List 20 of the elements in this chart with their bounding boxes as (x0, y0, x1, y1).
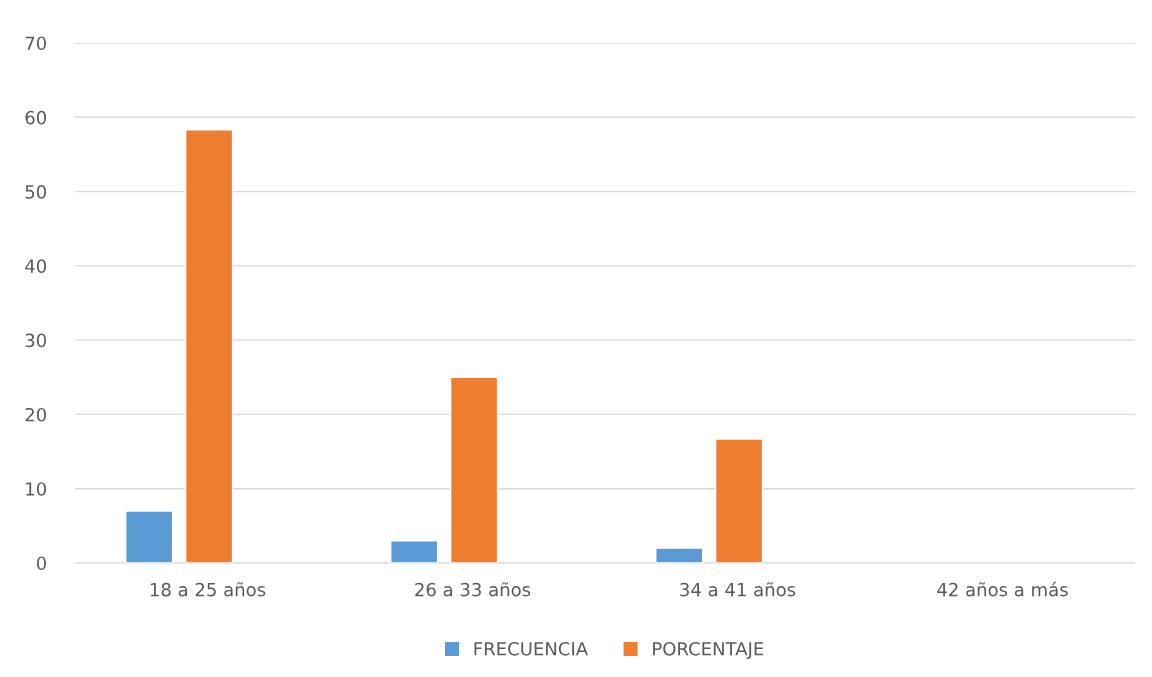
y-tick-label: 20 (25, 407, 47, 422)
bar (184, 129, 234, 563)
bar (390, 540, 439, 563)
y-tick-label: 10 (26, 482, 47, 496)
bar (449, 376, 499, 563)
y-tick-label: 0 (36, 556, 47, 571)
x-tick-label: 26 a 33 años (415, 582, 531, 597)
legend-label: FRECUENCIA (474, 641, 588, 656)
x-tick-label: 18 a 25 años (150, 582, 266, 597)
y-tick-label: 50 (25, 185, 47, 199)
legend-label: PORCENTAJE (653, 641, 764, 659)
y-tick-label: 60 (25, 110, 47, 125)
x-tick-label: 34 a 41 años (680, 582, 796, 597)
bar (714, 438, 764, 563)
y-tick-label: 30 (25, 333, 47, 348)
y-tick-label: 40 (25, 259, 47, 273)
y-tick-label: 70 (25, 36, 47, 51)
x-tick-label: 42 años a más (937, 581, 1068, 597)
bar (655, 547, 704, 563)
bar (125, 510, 174, 563)
